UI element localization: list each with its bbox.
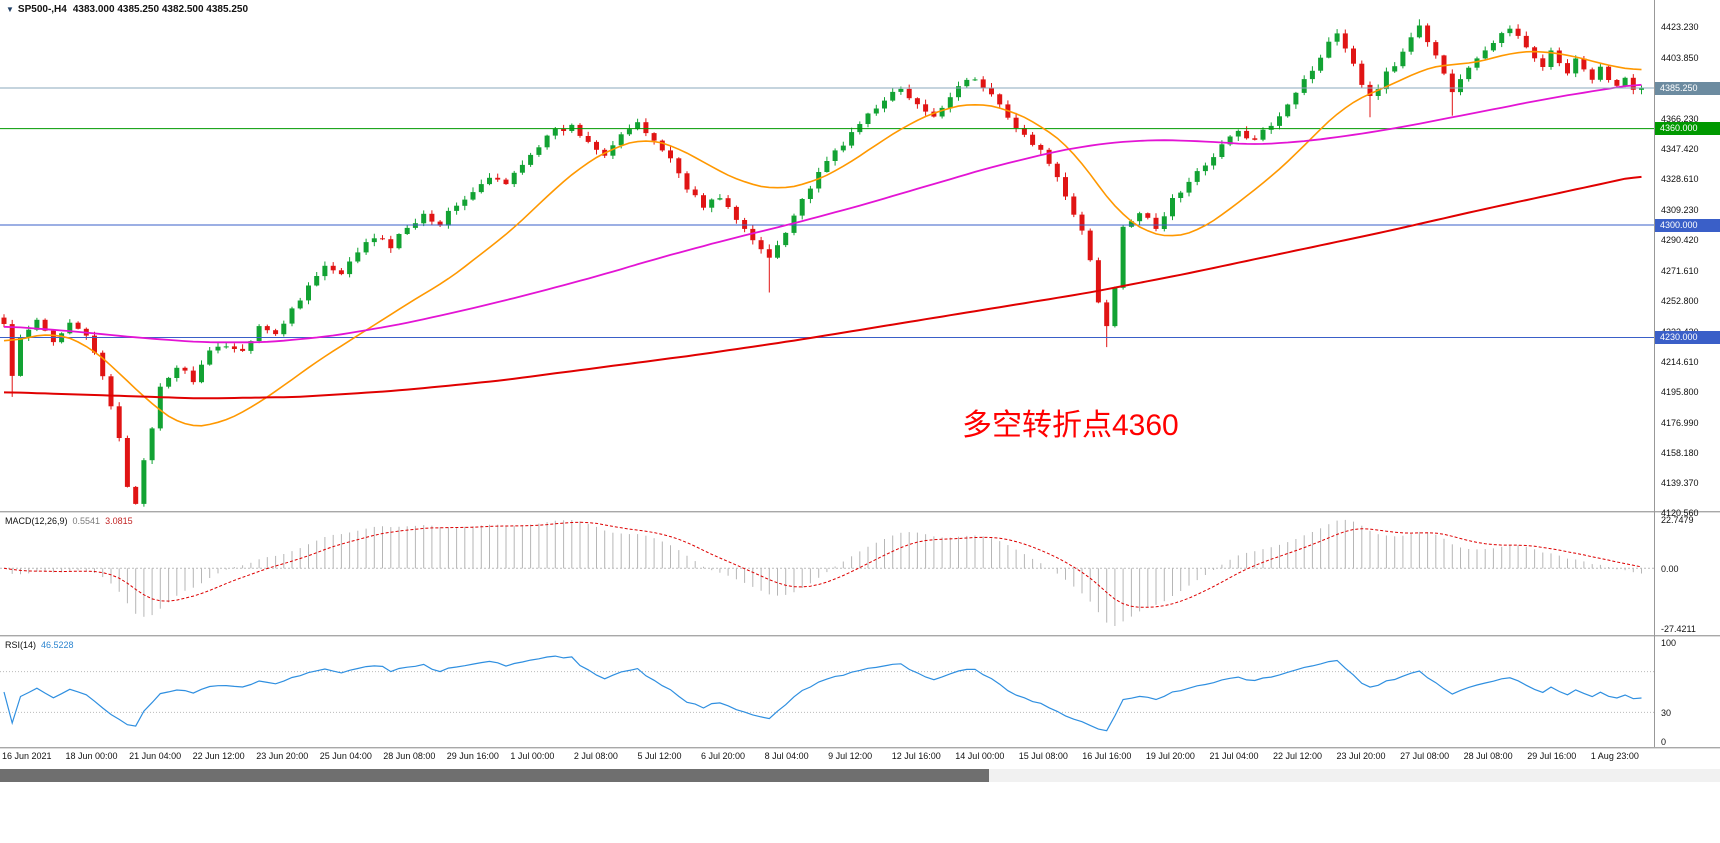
time-axis-border: [0, 747, 1720, 749]
main-chart-pane[interactable]: [0, 0, 1654, 511]
price-axis-tick: 4347.420: [1661, 143, 1699, 154]
time-axis-label: 14 Jul 00:00: [955, 751, 1005, 761]
rsi-pane-splitter[interactable]: [0, 635, 1720, 637]
macd-signal-value: 3.0815: [105, 516, 133, 526]
time-axis-label: 2 Jul 08:00: [573, 751, 618, 761]
time-axis-label: 23 Jun 20:00: [256, 751, 309, 761]
ma-slow-line: [3, 175, 1642, 400]
price-axis-tick: 4290.420: [1661, 235, 1699, 246]
time-axis-label: 29 Jul 16:00: [1527, 751, 1577, 761]
time-axis-label: 18 Jun 00:00: [65, 751, 118, 761]
symbol-marker-icon: ▼: [6, 5, 14, 14]
macd-name: MACD(12,26,9): [5, 516, 68, 526]
macd-axis-label: 22.7479: [1661, 515, 1694, 525]
price-axis-tick: 4214.610: [1661, 357, 1699, 368]
macd-pane-splitter[interactable]: [0, 511, 1720, 513]
macd-pane[interactable]: [0, 513, 1654, 635]
macd-axis-label: -27.4211: [1661, 623, 1696, 634]
time-axis[interactable]: 16 Jun 2021 18 Jun 00:00 21 Jun 04:00 22 Ju…: [0, 749, 1654, 765]
macd-main-value: 0.5541: [72, 516, 101, 526]
price-tag-4385.250: 4385.250: [1655, 81, 1720, 95]
price-axis-tick: 4120.560: [1661, 508, 1699, 519]
time-axis-label: 22 Jun 12:00: [192, 751, 245, 761]
time-axis-label: 29 Jun 16:00: [446, 751, 499, 761]
time-axis-label: 12 Jul 16:00: [891, 751, 941, 761]
price-axis-tick: 4139.370: [1661, 478, 1699, 489]
price-axis-tick: 4309.230: [1661, 205, 1699, 216]
price-axis-tick: 4403.850: [1661, 53, 1699, 64]
time-axis-label: 27 Jul 08:00: [1400, 751, 1450, 761]
ma-fast-line: [3, 50, 1642, 427]
price-axis-tick: 4252.800: [1661, 295, 1699, 306]
rsi-value: 46.5228: [41, 640, 74, 650]
rsi-axis-label: 100: [1661, 638, 1677, 648]
time-axis-label: 21 Jun 04:00: [129, 751, 182, 761]
rsi-axis-label: 0: [1661, 737, 1667, 747]
time-axis-label: 6 Jul 20:00: [701, 751, 746, 761]
time-axis-label: 5 Jul 12:00: [637, 751, 682, 761]
time-axis-label: 1 Aug 23:00: [1590, 751, 1639, 761]
time-axis-label: 23 Jul 20:00: [1336, 751, 1386, 761]
chart-annotation-text: 多空转折点4360: [962, 409, 1179, 442]
time-axis-label: 9 Jul 12:00: [828, 751, 873, 761]
rsi-line: [3, 655, 1642, 732]
time-axis-label: 19 Jul 20:00: [1145, 751, 1195, 761]
horizontal-scrollbar-thumb[interactable]: [0, 769, 989, 782]
rsi-axis-label: 30: [1661, 708, 1672, 719]
ohlc-values: 4383.000 4385.250 4382.500 4385.250: [72, 4, 249, 15]
price-tag-4360.000: 4360.000: [1655, 122, 1720, 136]
time-axis-label: 15 Jul 08:00: [1018, 751, 1068, 761]
time-axis-label: 8 Jul 04:00: [764, 751, 809, 761]
symbol-timeframe-label: SP500-,H4: [17, 4, 67, 15]
macd-axis-label: 0.00: [1661, 564, 1679, 575]
time-axis-label: 1 Jul 00:00: [510, 751, 555, 761]
price-axis-tick: 4366.230: [1661, 113, 1699, 124]
time-axis-label: 16 Jun 2021: [2, 751, 52, 761]
ma-mid-line: [3, 83, 1642, 344]
horizontal-scrollbar-track[interactable]: [0, 769, 1720, 782]
chart-title: ▼ SP500-,H4 4383.000 4385.250 4382.500 438…: [6, 4, 248, 15]
price-axis-tick: 4195.800: [1661, 387, 1699, 398]
rsi-indicator-label: RSI(14) 46.5228: [5, 640, 79, 650]
rsi-name: RSI(14): [5, 640, 37, 650]
time-axis-label: 16 Jul 16:00: [1082, 751, 1132, 761]
price-axis-tick: 4176.990: [1661, 417, 1699, 428]
price-axis-tick: 4328.610: [1661, 174, 1699, 184]
time-axis-label: 22 Jul 12:00: [1273, 751, 1323, 761]
price-tag-4300.000: 4300.000: [1655, 218, 1720, 232]
price-axis-tick: 4271.610: [1661, 265, 1699, 276]
time-axis-label: 28 Jun 08:00: [383, 751, 436, 761]
macd-signal-line: [3, 521, 1642, 608]
price-axis-tick: 4423.230: [1661, 21, 1699, 32]
price-axis-separator: [1654, 0, 1655, 747]
time-axis-label: 25 Jun 04:00: [319, 751, 372, 761]
price-tag-4230.000: 4230.000: [1655, 331, 1720, 344]
macd-indicator-label: MACD(12,26,9) 0.5541 3.0815: [5, 516, 138, 526]
price-axis-tick: 4158.180: [1661, 447, 1699, 458]
rsi-pane[interactable]: [0, 637, 1654, 747]
time-axis-label: 21 Jul 04:00: [1209, 751, 1259, 761]
time-axis-label: 28 Jul 08:00: [1463, 751, 1513, 761]
